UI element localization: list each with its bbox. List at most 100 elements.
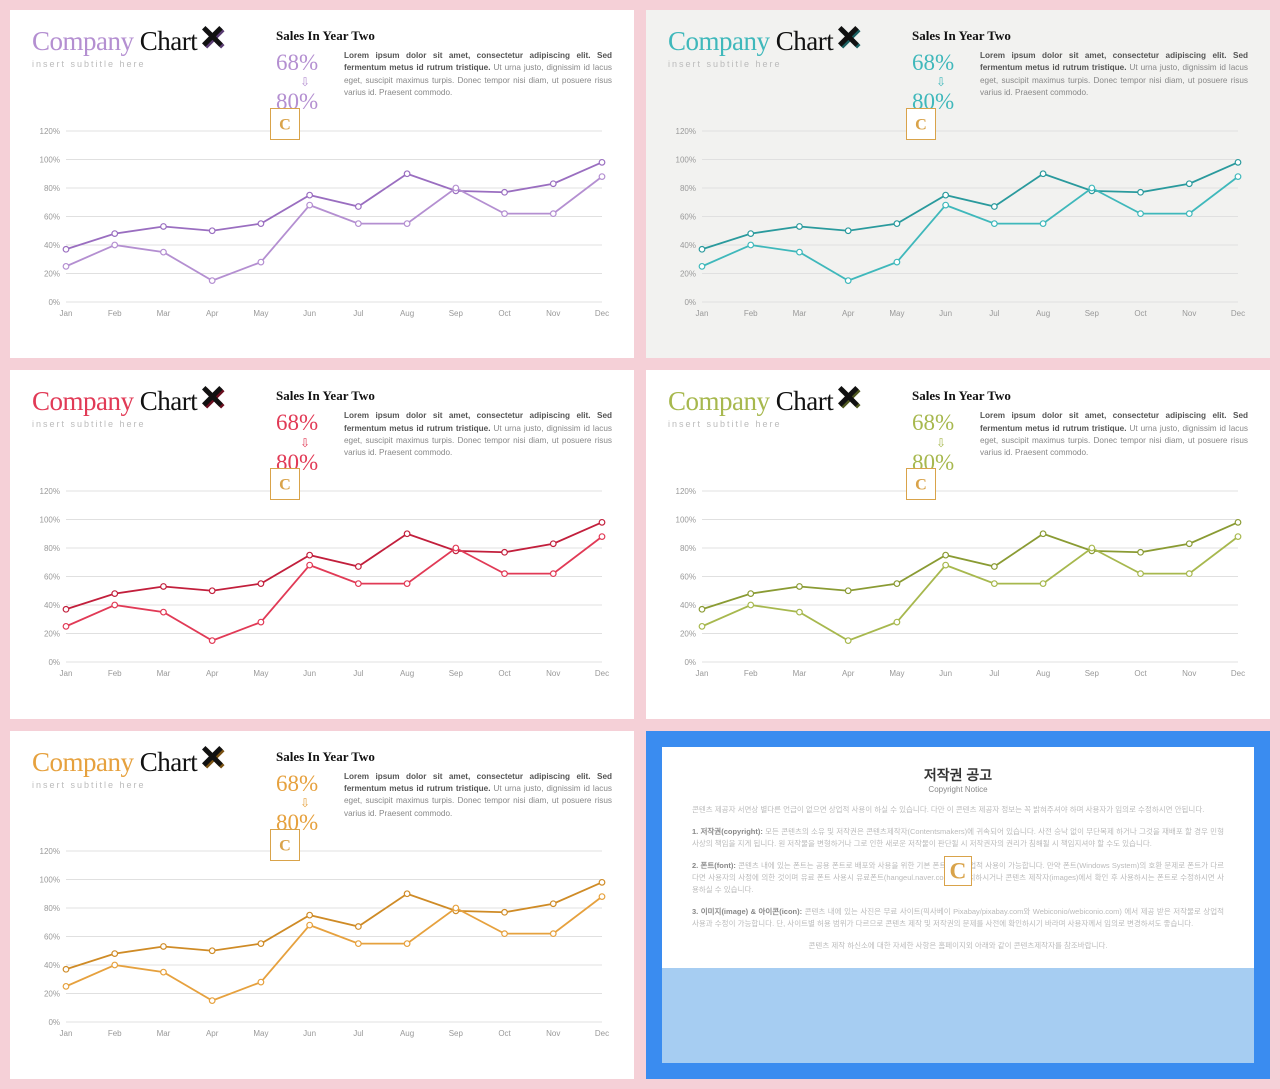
cp-para3: 3. 이미지(image) & 아이콘(icon): 콘텐츠 내에 있는 사진은… (692, 906, 1224, 930)
svg-text:20%: 20% (680, 629, 696, 638)
svg-text:Jul: Jul (353, 1029, 363, 1038)
description: Lorem ipsum dolor sit amet, consectetur … (344, 771, 612, 836)
svg-text:Aug: Aug (1036, 309, 1050, 318)
svg-text:60%: 60% (44, 933, 60, 942)
svg-text:120%: 120% (40, 487, 60, 496)
svg-text:Jul: Jul (353, 309, 363, 318)
sales-title: Sales In Year Two (912, 28, 1248, 44)
cp-border-top (646, 731, 1270, 747)
svg-text:80%: 80% (44, 184, 60, 193)
svg-text:100%: 100% (676, 515, 696, 524)
svg-text:40%: 40% (44, 601, 60, 610)
svg-text:60%: 60% (680, 212, 696, 221)
svg-text:Nov: Nov (1182, 669, 1196, 678)
svg-text:20%: 20% (680, 269, 696, 278)
svg-text:100%: 100% (676, 155, 696, 164)
company-title: Company Chart (668, 388, 898, 415)
svg-text:Apr: Apr (206, 309, 219, 318)
svg-text:Jul: Jul (353, 669, 363, 678)
svg-text:Oct: Oct (1134, 669, 1147, 678)
cp-border-right (1254, 731, 1270, 1079)
svg-text:Apr: Apr (842, 669, 855, 678)
line-chart: 0%20%40%60%80%100%120%JanFebMarAprMayJun… (32, 485, 612, 680)
svg-text:Apr: Apr (842, 309, 855, 318)
svg-text:20%: 20% (44, 629, 60, 638)
svg-text:40%: 40% (680, 241, 696, 250)
svg-text:Oct: Oct (1134, 309, 1147, 318)
svg-text:Jun: Jun (303, 669, 316, 678)
svg-text:Jan: Jan (696, 309, 709, 318)
svg-text:Dec: Dec (595, 309, 609, 318)
pct-1: 68% (276, 771, 334, 796)
slide-2: Company Chart insert subtitle here Sales (646, 10, 1270, 358)
svg-text:120%: 120% (676, 487, 696, 496)
svg-text:80%: 80% (44, 904, 60, 913)
svg-text:May: May (889, 669, 904, 678)
sales-title: Sales In Year Two (276, 28, 612, 44)
logo-badge: C (906, 468, 936, 500)
svg-text:C: C (279, 115, 291, 133)
line-chart: 0%20%40%60%80%100%120%JanFebMarAprMayJun… (668, 485, 1248, 680)
svg-text:Jan: Jan (696, 669, 709, 678)
svg-text:C: C (915, 476, 927, 494)
cp-subtitle: Copyright Notice (692, 785, 1224, 794)
svg-text:Jan: Jan (60, 1029, 73, 1038)
svg-text:20%: 20% (44, 990, 60, 999)
description: Lorem ipsum dolor sit amet, consectetur … (344, 410, 612, 475)
svg-text:Feb: Feb (108, 669, 122, 678)
svg-text:Sep: Sep (449, 309, 464, 318)
pct-1: 68% (912, 410, 970, 435)
company-title: Company Chart (32, 388, 262, 415)
svg-text:May: May (253, 669, 268, 678)
svg-text:Jan: Jan (60, 669, 73, 678)
svg-text:80%: 80% (680, 184, 696, 193)
sales-title: Sales In Year Two (276, 749, 612, 765)
svg-text:80%: 80% (44, 544, 60, 553)
svg-text:120%: 120% (676, 127, 696, 136)
arrow-icon: ⇩ (912, 437, 970, 449)
svg-text:Oct: Oct (498, 669, 511, 678)
svg-text:40%: 40% (680, 601, 696, 610)
svg-text:60%: 60% (44, 572, 60, 581)
company-title: Company Chart (32, 28, 262, 55)
arrow-icon: ⇩ (276, 437, 334, 449)
svg-text:0%: 0% (48, 1018, 60, 1027)
svg-text:20%: 20% (44, 269, 60, 278)
svg-text:Aug: Aug (400, 309, 414, 318)
svg-text:Aug: Aug (400, 669, 414, 678)
description: Lorem ipsum dolor sit amet, consectetur … (980, 410, 1248, 475)
subtitle: insert subtitle here (32, 419, 262, 429)
cp-para1: 1. 저작권(copyright): 모든 콘텐츠의 소유 및 저작권은 콘텐츠… (692, 826, 1224, 850)
svg-text:Feb: Feb (744, 669, 758, 678)
subtitle: insert subtitle here (32, 59, 262, 69)
svg-text:100%: 100% (40, 155, 60, 164)
svg-text:100%: 100% (40, 515, 60, 524)
svg-text:Sep: Sep (449, 669, 464, 678)
svg-text:May: May (889, 309, 904, 318)
svg-text:Jun: Jun (939, 669, 952, 678)
svg-text:80%: 80% (680, 544, 696, 553)
svg-text:C: C (279, 836, 291, 854)
svg-text:Mar: Mar (793, 309, 807, 318)
company-title: Company Chart (32, 749, 262, 776)
svg-text:Nov: Nov (1182, 309, 1196, 318)
arrow-icon: ⇩ (276, 76, 334, 88)
svg-text:Sep: Sep (1085, 309, 1100, 318)
cp-footer: 콘텐츠 제작 하신소에 대한 자세한 사항은 홈페이지외 아래와 같이 콘텐츠제… (692, 940, 1224, 952)
pct-1: 68% (276, 410, 334, 435)
slide-3: Company Chart insert subtitle here Sales (10, 370, 634, 718)
cp-border-bottom (646, 1063, 1270, 1079)
svg-text:Mar: Mar (157, 669, 171, 678)
svg-text:Jun: Jun (939, 309, 952, 318)
line-chart: 0%20%40%60%80%100%120%JanFebMarAprMayJun… (32, 845, 612, 1040)
svg-text:60%: 60% (44, 212, 60, 221)
svg-text:Apr: Apr (206, 669, 219, 678)
svg-text:Feb: Feb (108, 1029, 122, 1038)
svg-text:Dec: Dec (1231, 309, 1245, 318)
slide-copyright: 저작권 공고 Copyright Notice 콘텐츠 제공자 서면상 별다른 … (646, 731, 1270, 1079)
logo-badge: C (906, 108, 936, 140)
svg-text:Apr: Apr (206, 1029, 219, 1038)
cp-title: 저작권 공고 (692, 765, 1224, 785)
svg-text:Nov: Nov (546, 309, 560, 318)
slide-5: Company Chart insert subtitle here Sales (10, 731, 634, 1079)
